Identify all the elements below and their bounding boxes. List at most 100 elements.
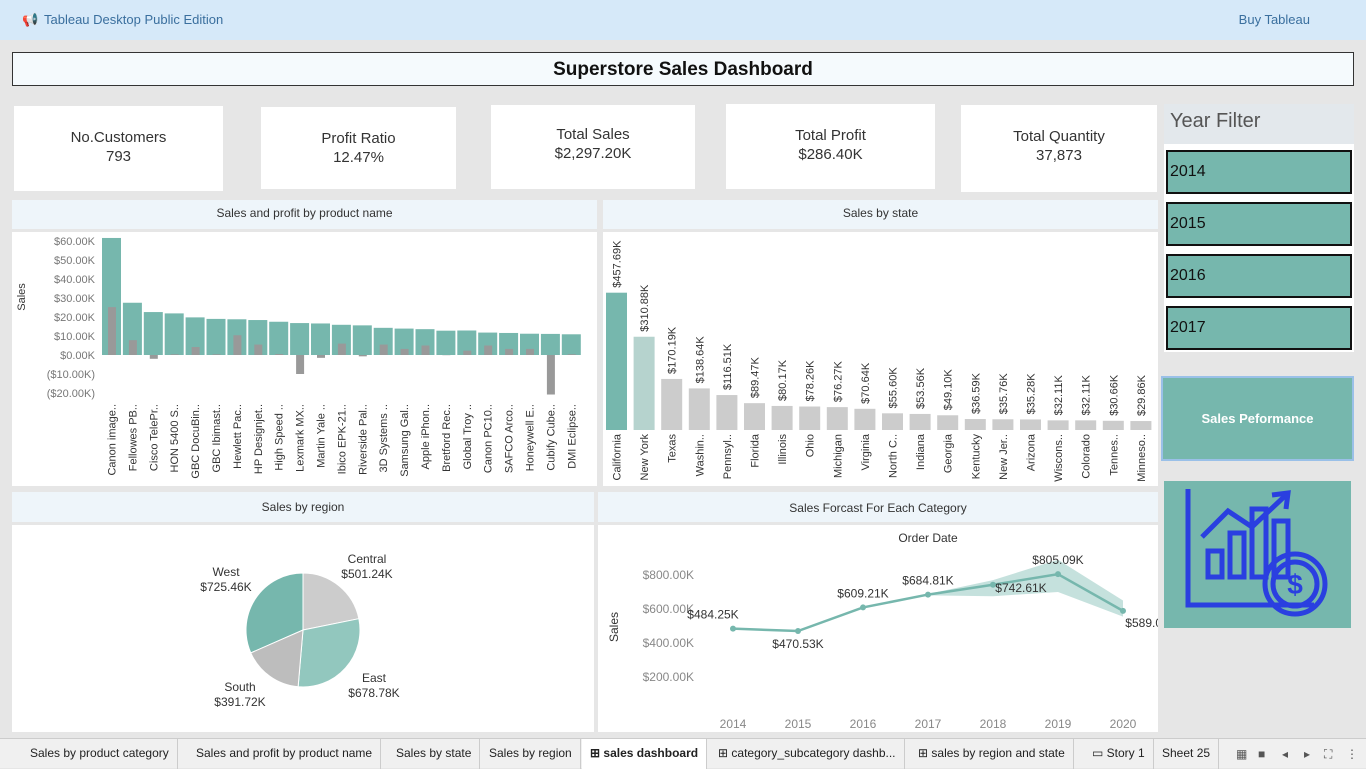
sales-bar: [353, 325, 372, 355]
kpi-total-sales: Total Sales $2,297.20K: [491, 105, 695, 189]
x-tick-label: 3D Systems ..: [378, 404, 390, 472]
state-bar: [965, 419, 986, 430]
x-axis-title: Order Date: [898, 531, 958, 545]
product-chart-panel: $60.00K$50.00K$40.00K$30.00K$20.00K$10.0…: [12, 232, 597, 486]
dashboard-title-text: Superstore Sales Dashboard: [553, 59, 813, 80]
state-bar: [606, 293, 627, 430]
sales-performance-button[interactable]: Sales Peformance: [1161, 376, 1354, 461]
story-icon: ▭: [1092, 746, 1107, 760]
data-label: $30.66K: [1108, 374, 1120, 416]
kpi-label: Total Quantity: [961, 128, 1157, 145]
state-bar: [910, 414, 931, 430]
profit-bar: [233, 335, 241, 355]
data-label: $310.88K: [639, 284, 651, 332]
state-bar: [937, 415, 958, 430]
profit-bar: [296, 355, 304, 374]
x-tick-label: High Speed ..: [274, 404, 286, 471]
more-icon[interactable]: ⋮: [1346, 747, 1358, 761]
state-bar: [772, 406, 793, 430]
state-bar: [716, 395, 737, 430]
data-point: [795, 628, 801, 634]
y-tick-label: $40.00K: [54, 274, 96, 286]
forecast-panel-title: Sales Forcast For Each Category: [598, 492, 1158, 522]
grid-icon: ⊞: [590, 746, 603, 760]
data-label: $609.21K: [837, 586, 888, 600]
year-filter-2017[interactable]: 2017: [1166, 306, 1352, 350]
tab-sales-by-product-category[interactable]: Sales by product category: [22, 739, 178, 769]
data-point: [1120, 608, 1126, 614]
slice-name: West: [212, 565, 240, 579]
x-tick-label: 2017: [915, 717, 942, 731]
product-panel-title: Sales and profit by product name: [12, 200, 597, 229]
x-tick-label: Cubify Cube..: [545, 404, 557, 471]
data-label: $53.56K: [915, 367, 927, 409]
profit-bar: [254, 345, 262, 355]
year-filter-2014[interactable]: 2014: [1166, 150, 1352, 194]
data-label: $589.06K: [1125, 616, 1158, 630]
fullscreen-icon[interactable]: ⛶: [1324, 747, 1332, 762]
x-tick-label: Riverside Pal..: [357, 404, 369, 475]
x-tick-label: 2020: [1110, 717, 1137, 731]
profit-bar: [171, 354, 179, 355]
x-tick-label: Honeywell E..: [525, 404, 537, 471]
x-tick-label: HP Designjet..: [253, 404, 265, 474]
tab-sales-region-state[interactable]: ⊞ sales by region and state: [910, 739, 1074, 769]
x-tick-label: Apple iPhon..: [420, 404, 432, 469]
kpi-value: 12.47%: [261, 149, 456, 166]
profit-bar: [526, 349, 534, 355]
x-tick-label: New Jer..: [998, 434, 1010, 480]
x-tick-label: Martin Yale ..: [316, 404, 328, 468]
product-chart: $60.00K$50.00K$40.00K$30.00K$20.00K$10.0…: [12, 232, 597, 486]
state-bar: [799, 407, 820, 430]
x-tick-label: 2016: [850, 717, 877, 731]
year-filter-2016[interactable]: 2016: [1166, 254, 1352, 298]
buy-tableau-link[interactable]: Buy Tableau: [1239, 12, 1310, 27]
profit-bar: [108, 307, 116, 355]
data-point: [1055, 571, 1061, 577]
next-sheet-icon[interactable]: ▸: [1304, 747, 1310, 761]
tab-label: sales by region and state: [931, 746, 1064, 760]
x-tick-label: Illinois: [777, 434, 789, 465]
x-tick-label: Hewlett Pac..: [232, 404, 244, 469]
tab-label: Story 1: [1107, 746, 1145, 760]
x-tick-label: Michigan: [832, 434, 844, 478]
sheet-tabs: Sales by product category Sales and prof…: [0, 738, 1366, 768]
data-label: $457.69K: [612, 240, 624, 288]
x-tick-label: Virginia: [860, 433, 872, 470]
profit-bar: [568, 354, 576, 355]
sales-bar: [269, 322, 288, 355]
year-filter-2015[interactable]: 2015: [1166, 202, 1352, 246]
tab-sheet-25[interactable]: Sheet 25: [1154, 739, 1219, 769]
x-tick-label: Canon PC10..: [483, 404, 495, 473]
tab-story-1[interactable]: ▭ Story 1: [1084, 739, 1154, 769]
data-label: $35.76K: [998, 373, 1010, 415]
data-point: [925, 592, 931, 598]
y-tick-label: $800.00K: [643, 568, 694, 582]
kpi-value: $286.40K: [726, 146, 935, 163]
x-tick-label: Cisco TelePr..: [148, 404, 160, 471]
x-tick-label: Minneso..: [1136, 434, 1148, 482]
tab-sales-by-region[interactable]: Sales by region: [481, 739, 581, 769]
sales-bar: [165, 313, 184, 355]
profit-bar: [213, 354, 221, 355]
x-tick-label: Kentucky: [970, 434, 982, 480]
tab-sales-dashboard[interactable]: ⊞ sales dashboard: [582, 739, 707, 769]
kpi-value: 37,873: [961, 147, 1157, 164]
data-label: $35.28K: [1026, 373, 1038, 415]
megaphone-icon: 📢: [22, 12, 36, 28]
x-tick-label: DMI Eclipse..: [566, 404, 578, 469]
prev-sheet-icon[interactable]: ◂: [1282, 747, 1288, 761]
tab-sales-profit-product[interactable]: Sales and profit by product name: [188, 739, 381, 769]
top-bar: 📢Tableau Desktop Public Edition Buy Tabl…: [0, 0, 1366, 40]
tab-category-subcategory[interactable]: ⊞ category_subcategory dashb...: [710, 739, 905, 769]
tab-sales-by-state[interactable]: Sales by state: [388, 739, 480, 769]
y-tick-label: $30.00K: [54, 293, 96, 305]
profit-bar: [317, 355, 325, 358]
kpi-total-profit: Total Profit $286.40K: [726, 104, 935, 189]
show-filmstrip-icon[interactable]: ▦: [1236, 747, 1247, 761]
show-tabs-icon[interactable]: ■: [1258, 747, 1265, 761]
data-label: $36.59K: [970, 372, 982, 414]
pie-slice: [298, 619, 360, 687]
profit-bar: [338, 344, 346, 355]
